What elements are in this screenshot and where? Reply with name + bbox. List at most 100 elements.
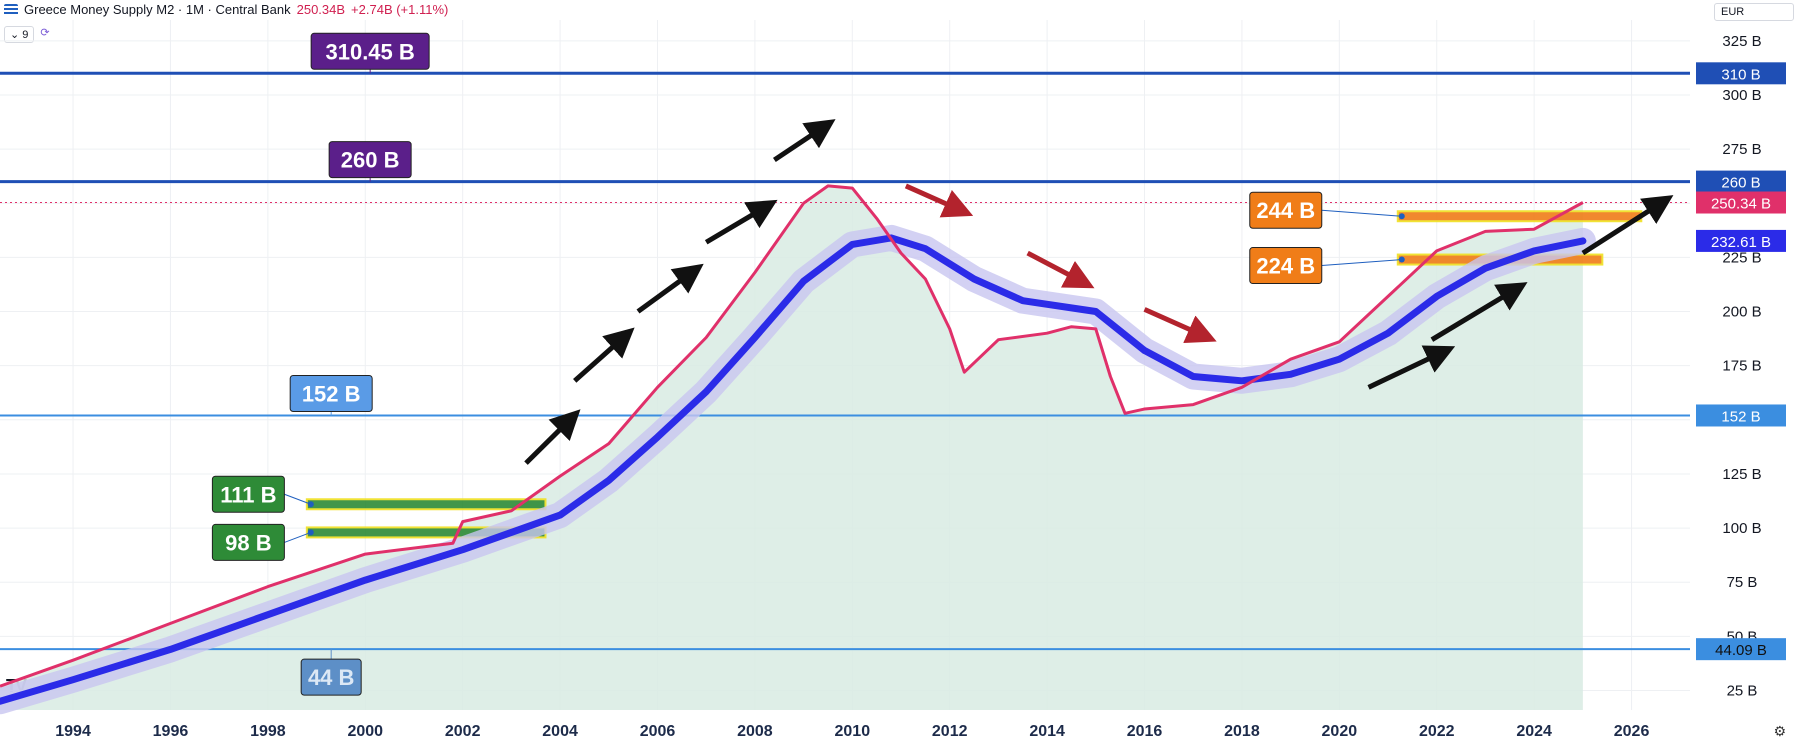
axis-tag-text: 250.34 B: [1711, 196, 1771, 213]
trend-arrow-10: [1581, 195, 1674, 256]
zone-callout-1: 98 B: [211, 523, 314, 561]
trend-arrow-4: [772, 119, 836, 163]
y-tick-label: 125 B: [1722, 466, 1761, 483]
greece-flag-icon: [4, 3, 18, 16]
x-tick-label: 2010: [835, 723, 871, 740]
price-tag-0: 250.34 B: [1696, 191, 1786, 214]
price-tag-1: 232.61 B: [1696, 229, 1786, 252]
callout-box: [1249, 191, 1323, 229]
y-tick-label: 225 B: [1722, 249, 1761, 266]
zone-0: [305, 498, 547, 511]
y-tick-label: 25 B: [1727, 683, 1758, 700]
x-tick-label: 2014: [1029, 723, 1065, 740]
callout-text: 244 B: [1256, 198, 1315, 223]
callout-box: [300, 658, 362, 696]
callout-box: [289, 374, 373, 412]
refresh-icon[interactable]: ⟳: [40, 27, 50, 39]
y-tick-label: 175 B: [1722, 358, 1761, 375]
trend-arrow-3: [704, 199, 778, 245]
y-tick-label: 325 B: [1722, 33, 1761, 50]
y-tick-label: 75 B: [1727, 574, 1758, 591]
axis-tag-box: [1696, 229, 1786, 252]
callout-box: [211, 475, 285, 513]
x-axis: 1994 1996 1998 2000 2002 2004 2006 2008 2010 2012…: [55, 723, 1649, 740]
axis-tag-box: [1696, 191, 1786, 214]
x-tick-label: 2024: [1516, 723, 1552, 740]
x-tick-label: 1996: [153, 723, 189, 740]
trend-arrow-0: [524, 409, 581, 465]
callout-anchor: [1398, 256, 1405, 263]
x-tick-label: 2002: [445, 723, 481, 740]
trend-arrow-7: [1143, 307, 1217, 343]
callout-260: 260 B: [328, 141, 412, 182]
trend-arrow-8: [1367, 345, 1456, 390]
axis-tag-text: 44.09 B: [1715, 642, 1767, 659]
chart-header: Greece Money Supply M2 · 1M · Central Ba…: [4, 2, 448, 17]
x-tick-label: 2008: [737, 723, 773, 740]
x-tick-label: 2020: [1322, 723, 1358, 740]
price-line: [0, 184, 1584, 688]
zone-callout-3: 224 B: [1249, 247, 1405, 285]
currency-select[interactable]: EUR: [1714, 3, 1794, 21]
callout-text: 152 B: [302, 381, 361, 406]
settings-gear-icon[interactable]: ⚙: [1773, 723, 1786, 739]
callout-box: [328, 141, 412, 179]
callout-anchor: [1398, 213, 1405, 220]
trend-arrow-5: [904, 183, 974, 218]
callout-leader: [284, 531, 312, 543]
x-tick-label: 2022: [1419, 723, 1455, 740]
axis-tag-level-1: 260 B: [1696, 170, 1786, 193]
x-tick-label: 2000: [347, 723, 383, 740]
trend-arrow-9: [1430, 282, 1528, 342]
axis-tag-text: 152 B: [1721, 408, 1760, 425]
chart-title[interactable]: Greece Money Supply M2 · 1M · Central Ba…: [24, 2, 291, 17]
axis-tag-level-2: 152 B: [1696, 404, 1786, 427]
axis-tag-level-3: 44.09 B: [1696, 638, 1786, 661]
callout-text: 310.45 B: [325, 39, 414, 64]
callout-box: [211, 523, 285, 561]
indicator-toggle[interactable]: ⌄ 9: [4, 26, 35, 43]
callout-box: [310, 32, 430, 70]
y-tick-label: 200 B: [1722, 304, 1761, 321]
x-tick-label: 2026: [1614, 723, 1650, 740]
chevron-down-icon: ⌄: [10, 29, 20, 41]
callout-leader: [284, 493, 312, 505]
axis-tag-text: 310 B: [1721, 66, 1760, 83]
zone-bar: [305, 498, 547, 511]
x-tick-label: 2006: [640, 723, 676, 740]
indicator-bar: ⌄ 9 ⟳: [4, 26, 50, 43]
x-tick-label: 2012: [932, 723, 968, 740]
callout-310: 310.45 B: [310, 32, 430, 74]
callout-152: 152 B: [289, 374, 373, 416]
callout-text: 98 B: [225, 530, 271, 555]
y-tick-label: 100 B: [1722, 520, 1761, 537]
last-value: 250.34B: [296, 2, 346, 17]
axis-tag-box: [1696, 170, 1786, 193]
x-tick-label: 2016: [1127, 723, 1163, 740]
callout-text: 44 B: [308, 665, 354, 690]
callout-box: [1249, 247, 1323, 285]
zone-callout-0: 111 B: [211, 475, 314, 513]
y-tick-label: 275 B: [1722, 141, 1761, 158]
axis-tag-box: [1696, 638, 1786, 661]
axis-tag-text: 232.61 B: [1711, 234, 1771, 251]
callout-leader: [1321, 259, 1402, 267]
x-tick-label: 1998: [250, 723, 286, 740]
trend-arrow-1: [573, 327, 635, 383]
axis-tag-box: [1696, 404, 1786, 427]
callout-leader: [1321, 209, 1402, 217]
y-tick-label: 300 B: [1722, 87, 1761, 104]
callout-text: 111 B: [220, 482, 276, 507]
zone-2: [1396, 210, 1643, 223]
callout-anchor: [307, 501, 314, 508]
x-tick-label: 1994: [55, 723, 91, 740]
callout-text: 224 B: [1256, 254, 1315, 279]
x-tick-label: 2018: [1224, 723, 1260, 740]
zone-bar: [1396, 210, 1643, 223]
x-tick-label: 2004: [542, 723, 578, 740]
callout-anchor: [307, 529, 314, 536]
axis-tag-text: 260 B: [1721, 175, 1760, 192]
trend-arrow-6: [1026, 250, 1095, 289]
